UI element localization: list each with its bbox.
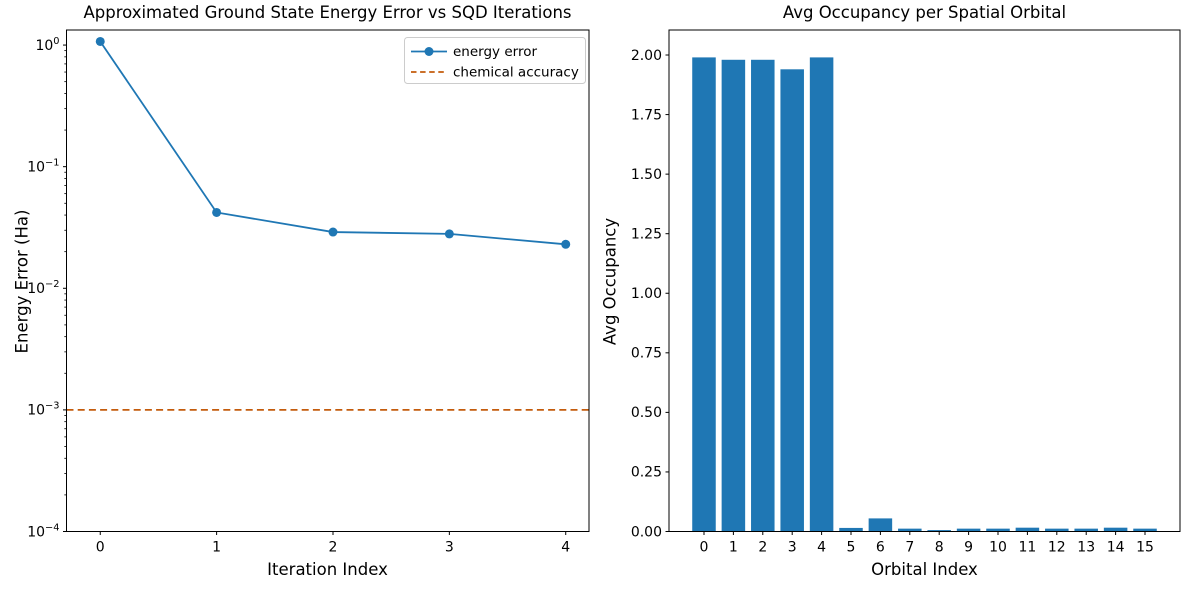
x-tick-label: 3 <box>788 540 797 556</box>
occupancy-bar <box>1045 528 1069 532</box>
occupancy-bar <box>868 518 893 532</box>
legend-label-chemical-accuracy: chemical accuracy <box>453 65 579 81</box>
left-chart-ylabel: Energy Error (Ha) <box>12 209 32 354</box>
occupancy-bar <box>1074 528 1098 532</box>
right-chart: 0 1 2 3 4 5 6 7 8 9 10 11 12 13 14 150.000.250.500.751.… <box>631 29 1181 556</box>
left-plot-border <box>66 29 590 532</box>
x-tick-label: 8 <box>935 540 944 556</box>
occupancy-bar <box>751 59 775 532</box>
occupancy-bar <box>1015 527 1040 532</box>
x-tick-label: 15 <box>1136 540 1154 556</box>
y-tick-label: 1.00 <box>631 286 662 302</box>
occupancy-bar <box>839 527 863 532</box>
x-tick-label: 4 <box>817 540 826 556</box>
y-tick-label: 1.50 <box>631 167 662 183</box>
legend: energy error chemical accuracy <box>404 37 586 84</box>
right-plot-border <box>668 29 1181 532</box>
x-tick-label: 7 <box>905 540 914 556</box>
right-chart-title: Avg Occupancy per Spatial Orbital <box>782 3 1067 22</box>
y-tick-label: 1.25 <box>631 226 662 242</box>
y-tick-label: 10−2 <box>27 279 59 297</box>
occupancy-bar <box>1133 528 1157 532</box>
occupancy-bar <box>721 59 746 532</box>
x-tick-label: 9 <box>964 540 973 556</box>
occupancy-bar <box>956 528 981 532</box>
x-tick-label: 12 <box>1048 540 1066 556</box>
y-tick-label: 0.50 <box>631 405 662 421</box>
occupancy-bar <box>692 57 716 532</box>
occupancy-bar <box>927 530 951 532</box>
y-tick-label: 10−4 <box>27 522 59 540</box>
energy-error-marker <box>444 229 454 239</box>
right-chart-ylabel: Avg Occupancy <box>600 217 620 346</box>
occupancy-bar <box>986 528 1010 532</box>
x-tick-label: 1 <box>212 540 221 556</box>
left-chart-title: Approximated Ground State Energy Error v… <box>83 3 572 22</box>
x-tick-label: 0 <box>700 540 709 556</box>
y-tick-label: 10−3 <box>27 401 59 419</box>
x-tick-label: 0 <box>96 540 105 556</box>
legend-marker-sample <box>424 47 434 56</box>
occupancy-bar <box>1103 527 1128 532</box>
y-tick-label: 10−1 <box>27 157 59 175</box>
x-tick-label: 13 <box>1077 540 1095 556</box>
occupancy-bar <box>809 57 834 532</box>
legend-label-energy-error: energy error <box>453 44 537 60</box>
occupancy-bar <box>898 528 922 532</box>
energy-error-marker <box>95 36 105 46</box>
y-tick-label: 2.00 <box>631 48 662 64</box>
y-tick-label: 0.00 <box>631 524 662 540</box>
y-tick-label: 1.75 <box>631 107 662 123</box>
energy-error-marker <box>328 227 338 237</box>
x-tick-label: 1 <box>729 540 738 556</box>
energy-error-marker <box>561 239 571 249</box>
x-tick-label: 2 <box>329 540 338 556</box>
y-tick-label: 0.75 <box>631 346 662 362</box>
left-chart-xlabel: Iteration Index <box>267 560 388 579</box>
y-tick-label: 100 <box>35 36 59 54</box>
legend-box <box>404 37 586 84</box>
occupancy-bar <box>780 69 804 532</box>
x-tick-label: 2 <box>758 540 767 556</box>
x-tick-label: 6 <box>876 540 885 556</box>
x-tick-label: 10 <box>989 540 1007 556</box>
right-chart-xlabel: Orbital Index <box>871 560 978 579</box>
energy-error-marker <box>212 207 222 217</box>
x-tick-label: 4 <box>561 540 570 556</box>
x-tick-label: 14 <box>1107 540 1125 556</box>
x-tick-label: 3 <box>445 540 454 556</box>
x-tick-label: 11 <box>1018 540 1036 556</box>
left-chart: 0 1 2 3 4 100 10−1 10−2 10−3 10−4 energy error chem… <box>27 29 590 556</box>
y-tick-label: 0.25 <box>631 465 662 481</box>
x-tick-label: 5 <box>847 540 856 556</box>
